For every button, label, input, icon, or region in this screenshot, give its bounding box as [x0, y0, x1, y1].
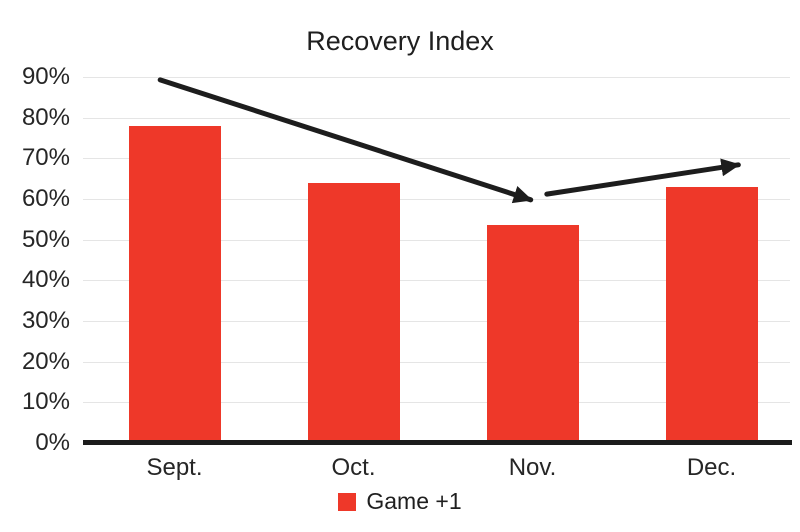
y-axis-tick-label: 70%: [21, 144, 70, 172]
x-axis-label-nov: Nov.: [508, 454, 557, 481]
bar-oct[interactable]: [307, 182, 400, 443]
y-axis-tick-label: 50%: [21, 225, 70, 253]
gridline: [83, 117, 790, 119]
gridline: [83, 77, 790, 78]
gridline: [83, 280, 790, 282]
legend-swatch-game-plus-1[interactable]: [338, 492, 357, 511]
gridline: [83, 321, 790, 322]
chart-title: Recovery Index: [306, 26, 494, 56]
y-axis-tick-label: 10%: [21, 388, 70, 416]
x-axis-label-sept: Sept.: [146, 454, 203, 481]
legend: Game +1: [0, 490, 800, 513]
y-axis-tick-label: 30%: [21, 307, 70, 334]
bar-nov[interactable]: [486, 225, 579, 443]
y-axis-tick-label: 60%: [21, 185, 70, 212]
y-axis-tick-label: 90%: [21, 63, 70, 90]
y-axis-tick-label: 20%: [21, 347, 70, 375]
legend-label[interactable]: Game +1: [366, 488, 462, 514]
bar-dec[interactable]: [665, 186, 758, 443]
bar-sept[interactable]: [128, 125, 221, 443]
y-axis-tick-label: 0%: [35, 429, 70, 456]
gridline: [83, 361, 790, 363]
x-axis-line: [83, 440, 792, 445]
x-axis-label-oct: Oct.: [331, 454, 376, 481]
y-axis-tick-label: 40%: [21, 266, 70, 294]
gridline: [83, 402, 790, 404]
gridline: [83, 239, 790, 241]
x-axis-label-dec: Dec.: [686, 454, 737, 481]
y-axis-tick-label: 80%: [21, 103, 70, 131]
